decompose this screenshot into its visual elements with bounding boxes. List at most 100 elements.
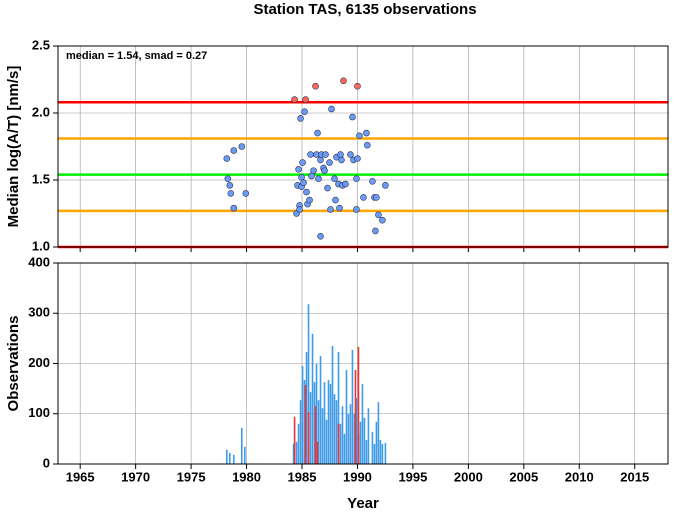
point bbox=[307, 151, 314, 158]
bar bbox=[305, 351, 308, 464]
bar bbox=[349, 404, 352, 464]
bar bbox=[307, 304, 310, 464]
point bbox=[314, 129, 321, 137]
x-tick-label: 2005 bbox=[509, 469, 538, 484]
bar bbox=[314, 406, 317, 464]
x-tick-label: 2000 bbox=[454, 469, 483, 484]
point bbox=[336, 204, 343, 212]
bar bbox=[311, 333, 314, 464]
y-axis-label: Observations bbox=[5, 316, 22, 412]
y-tick-label: 2.0 bbox=[32, 104, 50, 119]
point bbox=[295, 165, 302, 173]
point bbox=[364, 141, 371, 149]
bar bbox=[309, 392, 312, 464]
bar bbox=[232, 454, 235, 464]
point bbox=[337, 151, 344, 158]
bar bbox=[292, 443, 295, 464]
y-tick-label: 1.0 bbox=[32, 238, 50, 253]
y-tick-label: 400 bbox=[28, 254, 50, 269]
bar bbox=[293, 416, 296, 464]
bar bbox=[321, 408, 324, 464]
bar bbox=[240, 427, 243, 464]
point bbox=[353, 175, 360, 182]
point bbox=[363, 129, 370, 137]
bar bbox=[371, 431, 374, 464]
plot-frame bbox=[57, 45, 669, 248]
bar bbox=[313, 382, 316, 464]
point bbox=[326, 159, 333, 166]
bar bbox=[226, 449, 228, 464]
x-tick-label: 1990 bbox=[343, 469, 372, 484]
point bbox=[338, 156, 345, 164]
y-axis-label: Median log(A/T) [nm/s] bbox=[5, 66, 22, 228]
point bbox=[227, 190, 235, 197]
x-tick-label: 1970 bbox=[121, 469, 150, 484]
point bbox=[353, 206, 360, 213]
y-tick-label: 2.5 bbox=[32, 37, 50, 52]
bar bbox=[319, 355, 322, 464]
bar bbox=[327, 380, 330, 464]
bar bbox=[331, 345, 334, 464]
bar bbox=[316, 441, 319, 464]
point bbox=[297, 115, 304, 122]
x-tick-label: 1975 bbox=[177, 469, 206, 484]
bar bbox=[381, 443, 384, 464]
bar bbox=[299, 400, 302, 464]
x-tick-label: 1995 bbox=[398, 469, 427, 484]
bar bbox=[315, 364, 318, 464]
point bbox=[349, 113, 356, 121]
point bbox=[303, 188, 310, 196]
bar bbox=[354, 370, 357, 464]
bar bbox=[329, 384, 332, 464]
point bbox=[342, 180, 349, 188]
point bbox=[321, 167, 328, 174]
x-tick-label: 1985 bbox=[288, 469, 317, 484]
plot-frame bbox=[57, 262, 669, 465]
y-tick-label: 200 bbox=[28, 355, 50, 370]
bar bbox=[335, 400, 338, 464]
bar bbox=[301, 366, 304, 464]
bar bbox=[355, 398, 358, 464]
bar bbox=[337, 351, 340, 464]
bar bbox=[351, 349, 354, 464]
point bbox=[315, 175, 322, 182]
point bbox=[230, 147, 238, 154]
point bbox=[372, 227, 379, 235]
chart-title: Station TAS, 6135 observations bbox=[253, 1, 476, 18]
bar bbox=[343, 433, 346, 464]
point bbox=[223, 155, 231, 162]
bar bbox=[304, 385, 307, 464]
bar bbox=[303, 380, 306, 464]
bar bbox=[243, 446, 246, 464]
point bbox=[347, 151, 354, 158]
point bbox=[300, 179, 307, 186]
point bbox=[331, 175, 338, 182]
point bbox=[332, 196, 339, 204]
point bbox=[312, 82, 319, 90]
point bbox=[322, 151, 329, 158]
bar bbox=[357, 346, 360, 464]
bar bbox=[297, 423, 300, 464]
point bbox=[373, 194, 380, 201]
point bbox=[340, 77, 347, 85]
bar bbox=[325, 419, 328, 464]
point bbox=[375, 211, 382, 219]
point bbox=[306, 196, 313, 204]
y-tick-label: 100 bbox=[28, 405, 50, 420]
bar bbox=[375, 421, 378, 464]
point bbox=[379, 216, 386, 224]
bar bbox=[337, 423, 340, 464]
bar bbox=[341, 406, 344, 464]
bar bbox=[384, 442, 387, 464]
bar bbox=[317, 400, 320, 464]
point bbox=[238, 143, 246, 150]
bar bbox=[377, 402, 380, 464]
x-axis-label: Year bbox=[347, 495, 379, 511]
bar bbox=[365, 439, 368, 464]
bar bbox=[347, 413, 350, 464]
bar bbox=[295, 441, 298, 464]
bar bbox=[363, 417, 366, 464]
x-tick-label: 2015 bbox=[620, 469, 649, 484]
point bbox=[302, 96, 309, 103]
